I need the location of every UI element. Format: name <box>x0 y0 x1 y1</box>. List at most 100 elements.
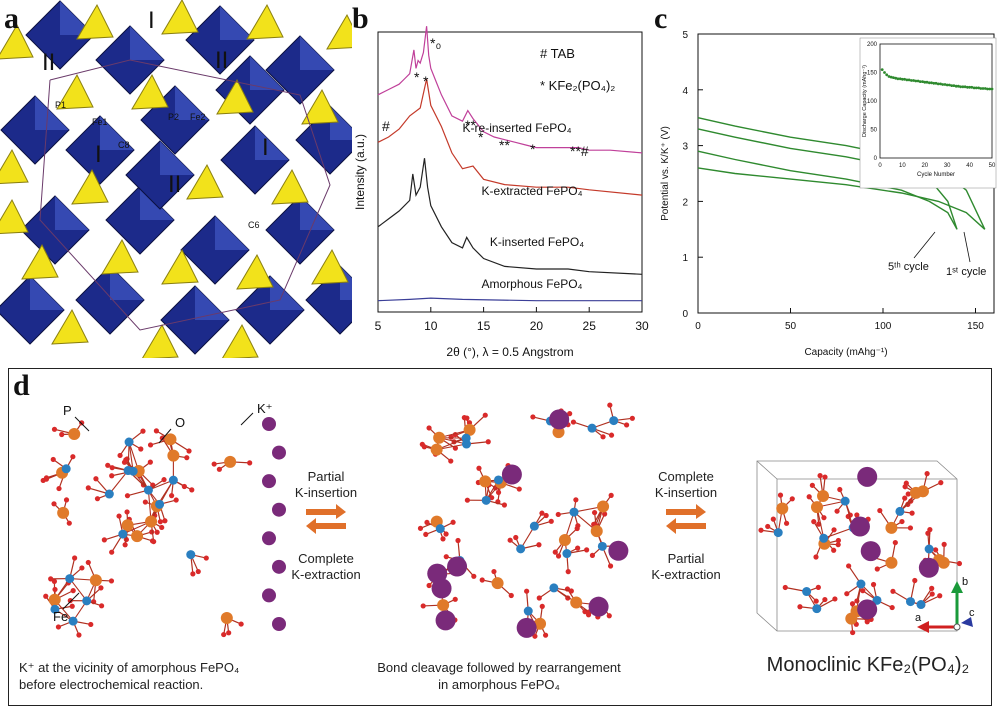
oxygen-atom <box>890 588 896 594</box>
inset-point <box>957 84 960 88</box>
oxygen-atom <box>72 555 78 561</box>
oxygen-atom <box>98 603 105 609</box>
inset-point <box>939 82 942 86</box>
tetrahedron <box>0 198 29 235</box>
oxygen-atom <box>849 601 856 607</box>
k-ion <box>516 617 537 638</box>
inset-x-tick-label: 0 <box>878 163 882 169</box>
oxygen-atom <box>108 578 115 584</box>
oxygen-atom <box>51 501 57 507</box>
p-atom <box>872 595 882 605</box>
oxygen-atom <box>491 568 497 575</box>
inset-point <box>932 81 936 85</box>
inset-y-tick-label: 50 <box>870 128 877 134</box>
panel-c-label: c <box>654 2 668 35</box>
p-atom <box>895 506 905 516</box>
oxygen-atom <box>216 466 222 472</box>
xrd-series-label: K-inserted FePO₄ <box>490 235 584 249</box>
oxygen-atom <box>421 444 427 450</box>
oxygen-atom <box>956 560 963 567</box>
oxygen-atom <box>539 510 545 516</box>
bond <box>159 479 174 505</box>
oxygen-atom <box>455 537 461 544</box>
oxygen-atom <box>76 632 82 638</box>
gcd-x-tick-label: 150 <box>967 321 984 332</box>
oxygen-atom <box>874 566 880 572</box>
oxygen-atom <box>548 518 554 524</box>
p-atom <box>143 485 153 495</box>
k-ion <box>549 409 570 430</box>
p-atom <box>461 439 471 449</box>
p-atom <box>597 541 607 551</box>
octahedron-face <box>110 266 144 300</box>
fe-atom <box>845 612 858 625</box>
octahedron-face <box>220 6 254 40</box>
oxygen-atom <box>822 474 828 480</box>
inset-y-tick-label: 0 <box>874 156 878 162</box>
unit-cell-box <box>756 460 958 632</box>
oxygen-atom <box>88 621 94 628</box>
oxygen-atom <box>479 577 485 583</box>
oxygen-atom <box>606 613 612 619</box>
oxygen-atom <box>70 454 76 460</box>
k-ion <box>272 559 286 574</box>
oxygen-atom <box>899 518 905 525</box>
tetrahedron <box>56 73 94 110</box>
oxygen-atom <box>93 476 99 482</box>
oxygen-atom <box>138 446 144 452</box>
inset-point <box>889 75 893 79</box>
xrd-peak-marker: **# <box>570 143 589 159</box>
xrd-plot-frame <box>377 31 643 313</box>
rearranged-network <box>417 402 635 639</box>
oxygen-atom <box>516 486 522 492</box>
oxygen-atom <box>927 527 933 533</box>
k-ion <box>262 531 276 546</box>
p-atom <box>61 464 71 474</box>
octahedron-face <box>160 141 194 175</box>
inset-point <box>885 73 889 77</box>
inset-point <box>901 77 904 81</box>
oxygen-atom <box>783 520 790 526</box>
tetrahedron <box>0 23 34 60</box>
gcd-y-axis-label: Potential vs. K/K⁺ (V) <box>660 126 671 221</box>
axis-origin <box>953 623 961 631</box>
xrd-chart: 5 10 15 20 25 30 2θ (°), λ = 0.5 Angstrom Inten… <box>353 26 649 359</box>
panel-a: I II II I II I P1 Fe1 P2 Fe2 C8 C6 a <box>0 0 375 360</box>
oxygen-atom <box>238 621 244 627</box>
inset-point <box>930 81 933 85</box>
fe-atom <box>491 577 504 590</box>
fe-atom <box>167 449 180 462</box>
p-atom <box>840 496 850 506</box>
oxygen-atom <box>66 520 72 526</box>
tetrahedron <box>161 0 199 35</box>
oxygen-atom <box>67 597 73 604</box>
gcd-cycle-label-1: 1ˢᵗ cycle <box>946 266 986 278</box>
oxygen-atom <box>902 495 908 501</box>
oxygen-atom <box>189 487 195 493</box>
oxygen-atom <box>889 604 895 611</box>
k-ion <box>272 617 286 631</box>
octahedron-face <box>130 26 164 60</box>
inset-y-tick-label: 150 <box>867 71 878 77</box>
tetrahedron <box>311 248 349 285</box>
inset-point <box>981 87 985 90</box>
p-atom <box>516 544 526 554</box>
fe-atom <box>220 611 233 624</box>
axis-c-arrowhead <box>961 617 973 627</box>
oxygen-atom <box>417 525 424 531</box>
oxygen-atom <box>159 435 165 441</box>
oxygen-atom <box>159 524 165 531</box>
xrd-peak-marker: ** <box>465 117 476 133</box>
gcd-y-tick-label: 0 <box>682 309 688 320</box>
xrd-peak-marker: * <box>423 73 429 89</box>
xrd-peak-marker: # <box>382 118 390 134</box>
tetrahedron <box>21 243 59 280</box>
region-label: II <box>168 171 181 198</box>
gcd-x-tick-label: 50 <box>785 321 797 332</box>
k-ion <box>272 445 286 460</box>
fe-atom <box>430 443 443 456</box>
inset-point <box>941 83 945 86</box>
atom-label: C8 <box>118 140 130 150</box>
oxygen-atom <box>69 603 75 609</box>
